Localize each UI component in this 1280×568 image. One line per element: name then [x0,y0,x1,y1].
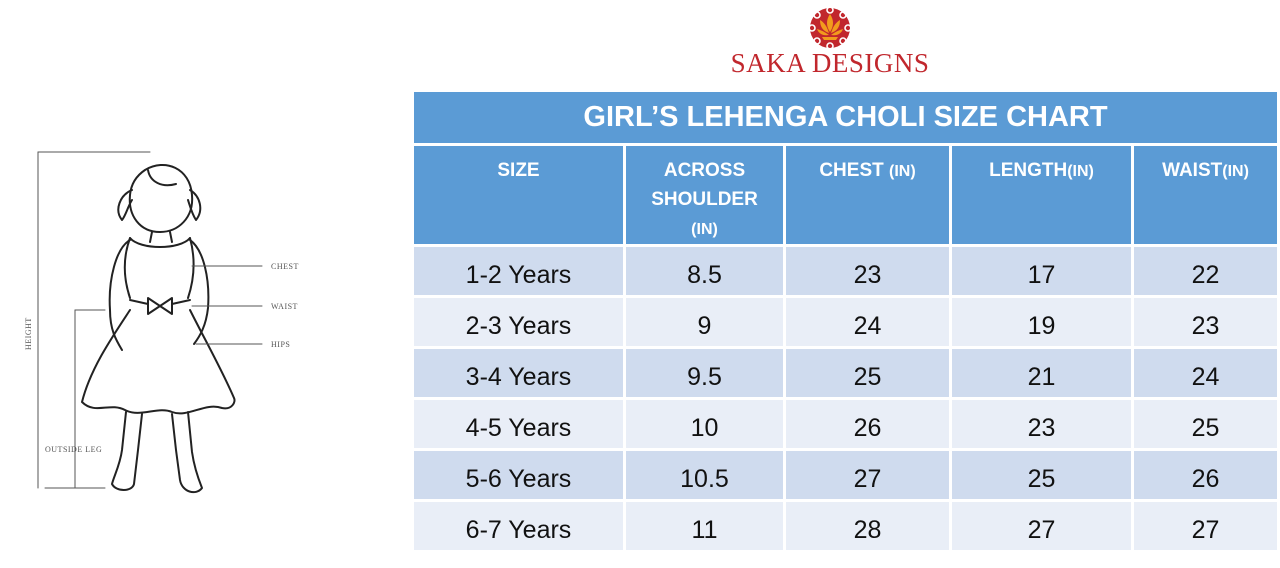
chest-cell: 24 [786,298,949,346]
lotus-icon [808,6,852,50]
shoulder-cell: 10 [626,400,783,448]
table-row: 3-4 Years 9.5 25 21 24 [414,349,1277,397]
shoulder-cell: 8.5 [626,247,783,295]
table-row: 4-5 Years 10 26 23 25 [414,400,1277,448]
waist-cell: 23 [1134,298,1277,346]
length-cell: 21 [952,349,1131,397]
size-chart-table: GIRL’S LEHENGA CHOLI SIZE CHART SIZE ACR… [414,92,1277,550]
waist-cell: 25 [1134,400,1277,448]
shoulder-cell: 10.5 [626,451,783,499]
length-cell: 19 [952,298,1131,346]
brand: SAKA DESIGNS [690,6,970,79]
chest-cell: 25 [786,349,949,397]
table-title: GIRL’S LEHENGA CHOLI SIZE CHART [414,92,1277,143]
header-size: SIZE [414,146,623,244]
label-chest: CHEST [271,262,299,271]
waist-cell: 24 [1134,349,1277,397]
waist-cell: 27 [1134,502,1277,550]
size-cell: 4-5 Years [414,400,623,448]
label-outside-leg: OUTSIDE LEG [45,445,102,454]
chest-cell: 23 [786,247,949,295]
table-row: 2-3 Years 9 24 19 23 [414,298,1277,346]
size-cell: 2-3 Years [414,298,623,346]
table-body: 1-2 Years 8.5 23 17 22 2-3 Years 9 24 19… [414,247,1277,553]
size-cell: 5-6 Years [414,451,623,499]
header-across-shoulder: ACROSS SHOULDER (IN) [626,146,783,244]
chest-cell: 28 [786,502,949,550]
size-cell: 3-4 Years [414,349,623,397]
girl-dress-figure-icon: CHEST WAIST HIPS OUTSIDE LEG HEIGHT [24,151,299,494]
shoulder-cell: 11 [626,502,783,550]
label-height: HEIGHT [24,317,33,350]
label-hips: HIPS [271,340,290,349]
size-cell: 1-2 Years [414,247,623,295]
header-waist: WAIST(IN) [1134,146,1277,244]
length-cell: 23 [952,400,1131,448]
shoulder-cell: 9.5 [626,349,783,397]
waist-cell: 26 [1134,451,1277,499]
brand-name: SAKA DESIGNS [730,48,930,78]
length-cell: 27 [952,502,1131,550]
table-header-row: SIZE ACROSS SHOULDER (IN) CHEST (IN) LEN… [414,146,1277,244]
chest-cell: 27 [786,451,949,499]
table-row: 1-2 Years 8.5 23 17 22 [414,247,1277,295]
chest-cell: 26 [786,400,949,448]
length-cell: 17 [952,247,1131,295]
label-waist: WAIST [271,302,298,311]
table-row: 5-6 Years 10.5 27 25 26 [414,451,1277,499]
length-cell: 25 [952,451,1131,499]
header-length: LENGTH(IN) [952,146,1131,244]
table-row: 6-7 Years 11 28 27 27 [414,502,1277,550]
header-chest: CHEST (IN) [786,146,949,244]
waist-cell: 22 [1134,247,1277,295]
size-cell: 6-7 Years [414,502,623,550]
shoulder-cell: 9 [626,298,783,346]
